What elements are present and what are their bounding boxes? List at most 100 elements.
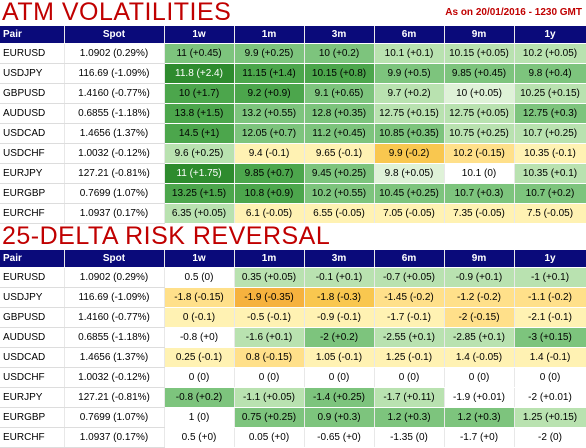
value-cell: 11 (+0.45) [164, 43, 235, 64]
value-cell: 9.8 (+0.4) [514, 63, 586, 84]
spot-cell: 1.4656 (1.37%) [64, 347, 165, 368]
spot-cell: 1.0902 (0.29%) [64, 43, 165, 64]
rr-title: 25-DELTA RISK REVERSAL [2, 222, 331, 250]
value-cell: 10.7 (+0.2) [514, 183, 586, 204]
spot-cell: 1.0937 (0.17%) [64, 427, 165, 448]
value-cell: 6.35 (+0.05) [164, 203, 235, 224]
spot-cell: 127.21 (-0.81%) [64, 163, 165, 184]
value-cell: 9.45 (+0.25) [304, 163, 375, 184]
value-cell: 14.5 (+1) [164, 123, 235, 144]
pair-cell: GBPUSD [0, 307, 65, 328]
col-header-1y: 1y [514, 250, 586, 268]
col-header-1m: 1m [234, 26, 305, 44]
value-cell: 10 (+0.2) [304, 43, 375, 64]
spot-cell: 1.4160 (-0.77%) [64, 83, 165, 104]
value-cell: 1.25 (-0.1) [374, 347, 445, 368]
spot-cell: 1.0902 (0.29%) [64, 267, 165, 288]
value-cell: -1.9 (-0.35) [234, 287, 305, 308]
table-row: USDCAD 1.4656 (1.37%) 0.25 (-0.1) 0.8 (-0.1… [0, 347, 586, 368]
table-row: USDCHF 1.0032 (-0.12%) 0 (0) 0 (0) 0 (0) 0 (0… [0, 367, 586, 388]
atm-section: ATM VOLATILITIES As on 20/01/2016 - 1230… [0, 0, 586, 224]
value-cell: 10.85 (+0.35) [374, 123, 445, 144]
value-cell: -2 (0) [514, 427, 586, 448]
col-header-3m: 3m [304, 26, 375, 44]
value-cell: -0.8 (+0) [164, 327, 235, 348]
value-cell: -1.4 (+0.25) [304, 387, 375, 408]
rr-title-bar: 25-DELTA RISK REVERSAL [0, 222, 586, 250]
value-cell: -2.85 (+0.1) [444, 327, 515, 348]
rr-table-body: EURUSD 1.0902 (0.29%) 0.5 (0) 0.35 (+0.05) -… [0, 267, 586, 448]
rr-section: 25-DELTA RISK REVERSAL Pair Spot 1w 1m 3… [0, 222, 586, 448]
pair-cell: EURUSD [0, 267, 65, 288]
value-cell: -2.55 (+0.1) [374, 327, 445, 348]
rr-header-row: Pair Spot 1w 1m 3m 6m 9m 1y [0, 250, 586, 268]
pair-cell: AUDUSD [0, 327, 65, 348]
value-cell: 12.75 (+0.3) [514, 103, 586, 124]
value-cell: 10.15 (+0.05) [444, 43, 515, 64]
value-cell: -1.7 (-0.1) [374, 307, 445, 328]
col-header-6m: 6m [374, 250, 445, 268]
value-cell: 11 (+1.75) [164, 163, 235, 184]
value-cell: 9.65 (-0.1) [304, 143, 375, 164]
value-cell: -0.5 (-0.1) [234, 307, 305, 328]
value-cell: -0.9 (+0.1) [444, 267, 515, 288]
value-cell: 10.2 (+0.55) [304, 183, 375, 204]
value-cell: 7.5 (-0.05) [514, 203, 586, 224]
value-cell: 0.35 (+0.05) [234, 267, 305, 288]
atm-table: Pair Spot 1w 1m 3m 6m 9m 1y EURUSD 1.0902… [0, 26, 586, 224]
value-cell: 12.05 (+0.7) [234, 123, 305, 144]
value-cell: 9.85 (+0.7) [234, 163, 305, 184]
value-cell: 11.8 (+2.4) [164, 63, 235, 84]
spot-cell: 1.0032 (-0.12%) [64, 367, 165, 388]
spot-cell: 1.4656 (1.37%) [64, 123, 165, 144]
value-cell: 10.35 (+0.1) [514, 163, 586, 184]
value-cell: 0 (0) [164, 367, 235, 388]
value-cell: -0.7 (+0.05) [374, 267, 445, 288]
value-cell: 13.2 (+0.55) [234, 103, 305, 124]
value-cell: 1.2 (+0.3) [374, 407, 445, 428]
pair-cell: USDJPY [0, 63, 65, 84]
atm-table-body: EURUSD 1.0902 (0.29%) 11 (+0.45) 9.9 (+0.25… [0, 43, 586, 224]
value-cell: -1.7 (+0.11) [374, 387, 445, 408]
value-cell: -3 (+0.15) [514, 327, 586, 348]
spot-cell: 1.0032 (-0.12%) [64, 143, 165, 164]
rr-table: Pair Spot 1w 1m 3m 6m 9m 1y EURUSD 1.0902… [0, 250, 586, 448]
value-cell: 10.35 (-0.1) [514, 143, 586, 164]
table-row: AUDUSD 0.6855 (-1.18%) 13.8 (+1.5) 13.2 (+0… [0, 103, 586, 124]
spot-cell: 0.7699 (1.07%) [64, 183, 165, 204]
atm-header-row: Pair Spot 1w 1m 3m 6m 9m 1y [0, 26, 586, 44]
value-cell: 11.15 (+1.4) [234, 63, 305, 84]
value-cell: 0 (0) [444, 367, 515, 388]
value-cell: -0.1 (+0.1) [304, 267, 375, 288]
spot-cell: 1.0937 (0.17%) [64, 203, 165, 224]
col-header-spot: Spot [64, 250, 165, 268]
table-row: GBPUSD 1.4160 (-0.77%) 0 (-0.1) -0.5 (-0.1)… [0, 307, 586, 328]
value-cell: 10.75 (+0.25) [444, 123, 515, 144]
pair-cell: EURUSD [0, 43, 65, 64]
value-cell: 0.5 (+0) [164, 427, 235, 448]
value-cell: 9.7 (+0.2) [374, 83, 445, 104]
table-row: EURUSD 1.0902 (0.29%) 11 (+0.45) 9.9 (+0.25… [0, 43, 586, 64]
pair-cell: USDCHF [0, 367, 65, 388]
value-cell: 1.2 (+0.3) [444, 407, 515, 428]
pair-cell: AUDUSD [0, 103, 65, 124]
spot-cell: 0.6855 (-1.18%) [64, 327, 165, 348]
value-cell: 6.55 (-0.05) [304, 203, 375, 224]
table-row: EURCHF 1.0937 (0.17%) 6.35 (+0.05) 6.1 (-0.… [0, 203, 586, 224]
table-row: EURCHF 1.0937 (0.17%) 0.5 (+0) 0.05 (+0) -0.… [0, 427, 586, 448]
spot-cell: 1.4160 (-0.77%) [64, 307, 165, 328]
col-header-1m: 1m [234, 250, 305, 268]
value-cell: 0 (0) [374, 367, 445, 388]
value-cell: 0.75 (+0.25) [234, 407, 305, 428]
value-cell: 6.1 (-0.05) [234, 203, 305, 224]
pair-cell: GBPUSD [0, 83, 65, 104]
table-row: AUDUSD 0.6855 (-1.18%) -0.8 (+0) -1.6 (+0.1… [0, 327, 586, 348]
spot-cell: 116.69 (-1.09%) [64, 63, 165, 84]
table-row: EURJPY 127.21 (-0.81%) 11 (+1.75) 9.85 (+0.… [0, 163, 586, 184]
pair-cell: USDCAD [0, 123, 65, 144]
value-cell: -1.6 (+0.1) [234, 327, 305, 348]
value-cell: -2.1 (-0.1) [514, 307, 586, 328]
value-cell: 10.1 (+0.1) [374, 43, 445, 64]
value-cell: 1.05 (-0.1) [304, 347, 375, 368]
value-cell: 1 (0) [164, 407, 235, 428]
